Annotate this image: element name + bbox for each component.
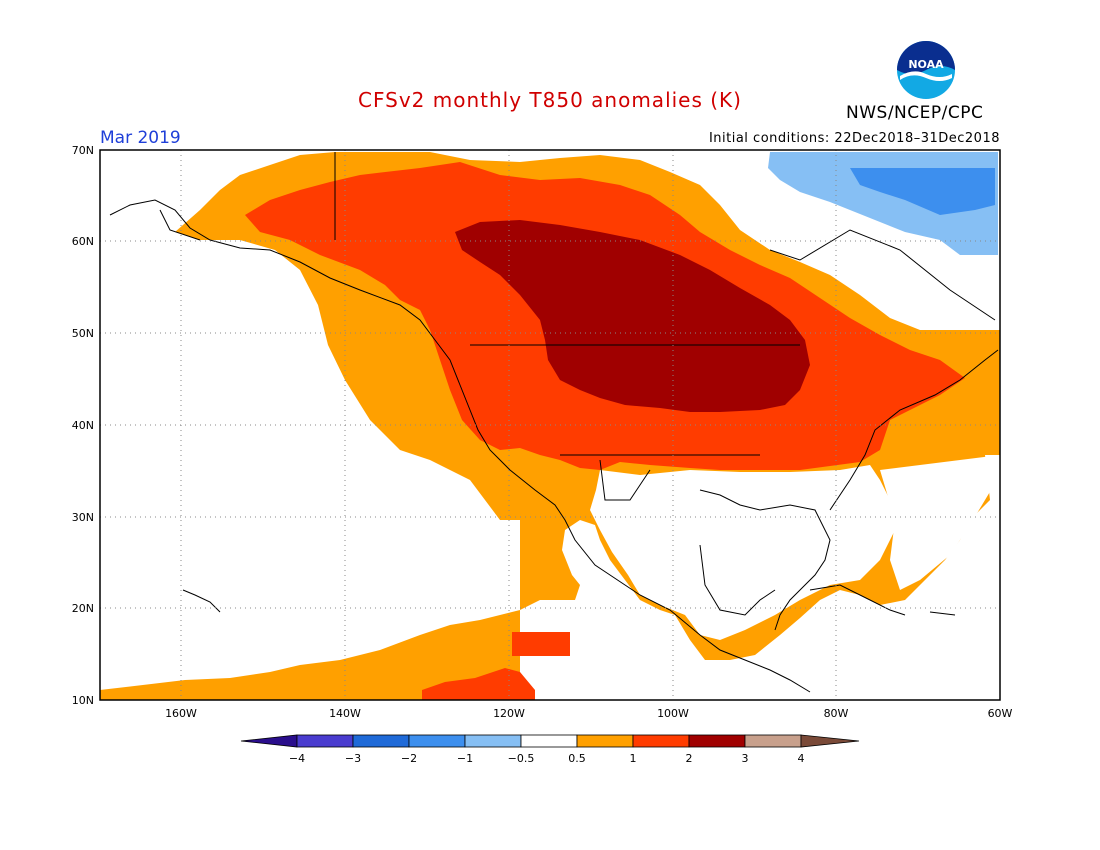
lon-label: 140W bbox=[329, 707, 361, 720]
colorbar-ticks: −4 −3 −2 −1 −0.5 0.5 1 2 3 4 bbox=[289, 752, 805, 765]
islands bbox=[182, 584, 956, 616]
lon-label: 60W bbox=[988, 707, 1013, 720]
coastlines bbox=[109, 152, 999, 693]
forecast-month: Mar 2019 bbox=[100, 128, 181, 148]
colorbar-swatch bbox=[296, 734, 354, 748]
warm-anomaly-darkred bbox=[455, 220, 810, 412]
colorbar-tick-label: −1 bbox=[457, 752, 473, 765]
graticule bbox=[100, 150, 1000, 700]
colorbar-low-arrow bbox=[240, 734, 298, 748]
colorbar-tick-label: −2 bbox=[401, 752, 417, 765]
lat-label: 30N bbox=[72, 511, 94, 524]
cold-anomaly-medium bbox=[850, 168, 995, 215]
lat-axis: 70N 60N 50N 40N 30N 20N 10N bbox=[72, 144, 94, 707]
noaa-logo-icon: NOAA bbox=[897, 41, 955, 99]
warm-anomaly-patch-1 bbox=[512, 632, 570, 656]
colorbar-swatch bbox=[464, 734, 522, 748]
lat-label: 10N bbox=[72, 694, 94, 707]
agency-label: NWS/NCEP/CPC bbox=[846, 103, 984, 123]
colorbar-swatch bbox=[632, 734, 690, 748]
colorbar-swatch bbox=[408, 734, 466, 748]
colorbar-tick-label: −4 bbox=[289, 752, 305, 765]
map-frame bbox=[99, 149, 1001, 701]
colorbar-tick-label: 3 bbox=[742, 752, 749, 765]
colorbar-high-arrow bbox=[800, 734, 860, 748]
lon-label: 120W bbox=[493, 707, 525, 720]
colorbar-tick-label: 2 bbox=[686, 752, 693, 765]
lon-label: 80W bbox=[824, 707, 849, 720]
colorbar-swatch bbox=[352, 734, 410, 748]
colorbar-tick-label: −0.5 bbox=[508, 752, 535, 765]
lat-label: 50N bbox=[72, 327, 94, 340]
colorbar-tick-label: 4 bbox=[798, 752, 805, 765]
lat-label: 70N bbox=[72, 144, 94, 157]
lat-label: 20N bbox=[72, 602, 94, 615]
colorbar-swatch bbox=[744, 734, 802, 748]
lon-label: 160W bbox=[165, 707, 197, 720]
colorbar-tick-label: 0.5 bbox=[568, 752, 586, 765]
colorbar-tick-label: 1 bbox=[630, 752, 637, 765]
neutral-region-gulf bbox=[590, 465, 900, 640]
lon-axis: 160W 140W 120W 100W 80W 60W bbox=[165, 707, 1012, 720]
colorbar bbox=[240, 734, 860, 748]
warm-anomaly-patch-2 bbox=[422, 668, 535, 700]
colorbar-swatch bbox=[576, 734, 634, 748]
lat-label: 60N bbox=[72, 235, 94, 248]
colorbar-swatch bbox=[520, 734, 578, 748]
lon-label: 100W bbox=[657, 707, 689, 720]
lat-label: 40N bbox=[72, 419, 94, 432]
colorbar-tick-label: −3 bbox=[345, 752, 361, 765]
map-title: CFSv2 monthly T850 anomalies (K) bbox=[358, 88, 742, 112]
initial-conditions: Initial conditions: 22Dec2018–31Dec2018 bbox=[708, 131, 1000, 146]
colorbar-swatch bbox=[688, 734, 746, 748]
svg-text:NOAA: NOAA bbox=[908, 58, 944, 71]
neutral-region-atlantic bbox=[880, 455, 1000, 590]
